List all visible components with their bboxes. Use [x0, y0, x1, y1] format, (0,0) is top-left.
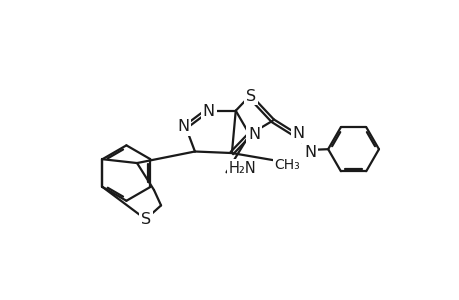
Text: S: S	[140, 212, 151, 227]
Text: N: N	[177, 119, 189, 134]
Text: N: N	[202, 104, 214, 119]
Text: H₂N: H₂N	[228, 161, 256, 176]
Text: CH₃: CH₃	[274, 158, 300, 172]
Text: S: S	[246, 88, 256, 104]
Text: N: N	[304, 145, 316, 160]
Text: N: N	[247, 127, 260, 142]
Text: N: N	[292, 126, 304, 141]
